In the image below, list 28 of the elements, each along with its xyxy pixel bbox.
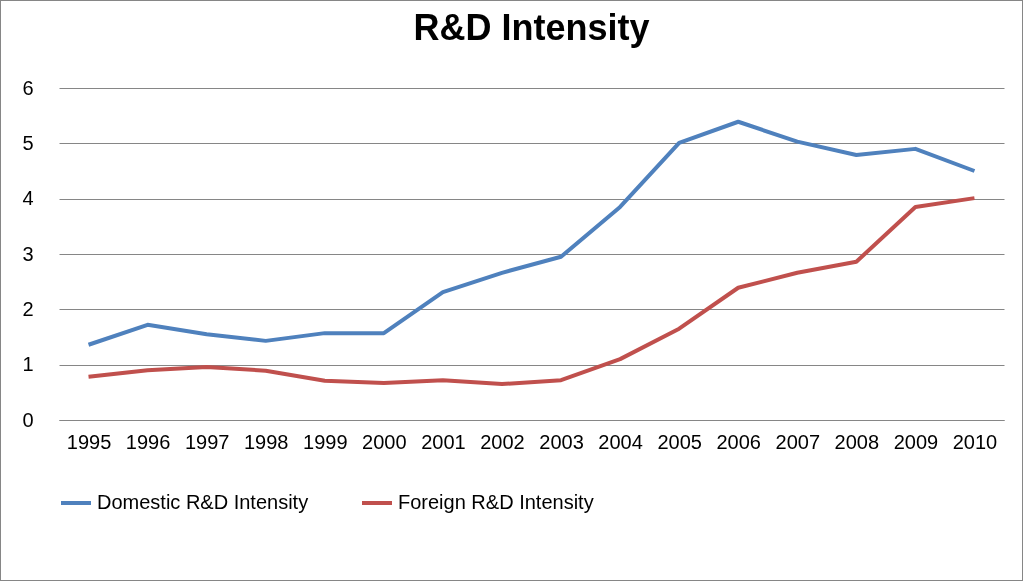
y-tick-label: 2 xyxy=(22,297,34,320)
y-tick-label: 6 xyxy=(22,76,34,99)
x-tick-label: 2007 xyxy=(775,430,821,453)
x-tick-label: 2005 xyxy=(657,430,702,453)
x-tick-label: 2003 xyxy=(539,430,584,453)
x-tick-label: 2006 xyxy=(716,430,761,453)
y-tick-label: 5 xyxy=(22,131,34,154)
x-tick-label: 2004 xyxy=(598,430,643,453)
x-tick-label: 1996 xyxy=(125,430,171,453)
x-tick-label: 2009 xyxy=(893,430,939,453)
x-tick-label: 2008 xyxy=(834,430,880,453)
x-tick-label: 2001 xyxy=(421,430,466,453)
line-series xyxy=(86,196,977,387)
line-series xyxy=(86,119,977,347)
legend-label: Domestic R&D Intensity xyxy=(97,491,309,513)
x-tick-label: 1997 xyxy=(184,430,230,453)
x-tick-label: 1999 xyxy=(303,430,348,453)
x-tick-label: 2000 xyxy=(362,430,407,453)
y-tick-label: 3 xyxy=(22,242,34,265)
chart-title: R&D Intensity xyxy=(413,7,650,48)
x-tick-label: 1998 xyxy=(243,430,289,453)
legend-label: Foreign R&D Intensity xyxy=(398,491,594,513)
x-tick-label: 2002 xyxy=(480,430,525,453)
y-tick-label: 1 xyxy=(22,353,34,376)
x-tick-label: 1995 xyxy=(66,430,112,453)
y-tick-label: 4 xyxy=(22,187,34,210)
x-tick-label: 2010 xyxy=(952,430,998,453)
y-tick-label: 0 xyxy=(22,408,34,431)
